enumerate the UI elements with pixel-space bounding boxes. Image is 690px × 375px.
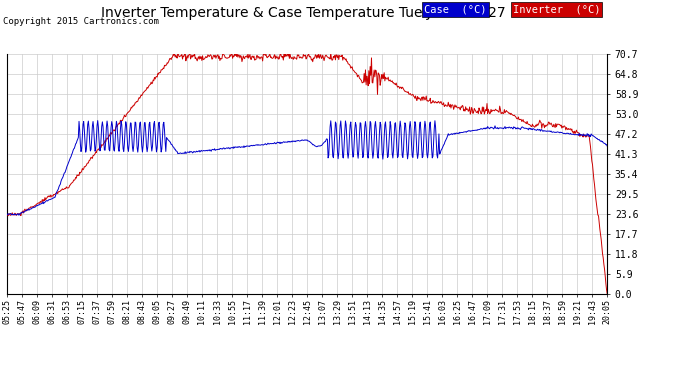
Text: Inverter Temperature & Case Temperature Tue Jun 9 20:27: Inverter Temperature & Case Temperature … <box>101 6 506 20</box>
Text: Inverter  (°C): Inverter (°C) <box>513 4 600 15</box>
Text: Copyright 2015 Cartronics.com: Copyright 2015 Cartronics.com <box>3 17 159 26</box>
Text: Case  (°C): Case (°C) <box>424 4 487 15</box>
